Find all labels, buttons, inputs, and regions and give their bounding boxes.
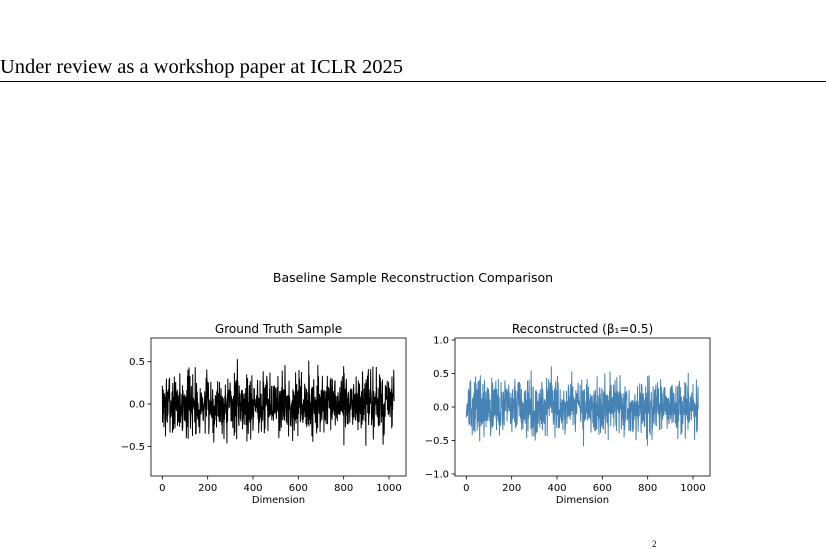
y-tick-label: −0.5 bbox=[425, 436, 449, 447]
chart-panel-2: 0 200 400 600 800 1000 −1.0 −0.5 0.0 0.5 1.0 Dimens… bbox=[425, 322, 711, 506]
y-tick-label: 0.5 bbox=[433, 369, 449, 380]
x-axis-label: Dimension bbox=[556, 495, 609, 506]
series-line bbox=[161, 359, 395, 446]
x-tick-label: 0 bbox=[159, 483, 165, 494]
running-header: Under review as a workshop paper at ICLR… bbox=[0, 56, 404, 78]
x-tick-label: 200 bbox=[198, 483, 217, 494]
x-tick-label: 1000 bbox=[376, 483, 401, 494]
panel-title: Ground Truth Sample bbox=[215, 322, 342, 336]
x-tick-label: 600 bbox=[593, 483, 612, 494]
x-tick-label: 0 bbox=[463, 483, 469, 494]
y-tick-label: 1.0 bbox=[433, 336, 449, 347]
x-tick-label: 400 bbox=[243, 483, 262, 494]
y-tick-label: −0.5 bbox=[121, 442, 145, 453]
figure-title: Baseline Sample Reconstruction Compariso… bbox=[272, 270, 554, 285]
header-rule bbox=[0, 81, 826, 82]
plot-frame bbox=[150, 337, 407, 477]
x-tick-label: 400 bbox=[547, 483, 566, 494]
y-tick-label: 0.0 bbox=[433, 403, 449, 414]
chart-panel-1: 0 200 400 600 800 1000 −0.5 0.0 0.5 Dimension Grou… bbox=[121, 322, 407, 506]
x-tick-label: 800 bbox=[638, 483, 657, 494]
x-tick-label: 800 bbox=[334, 483, 353, 494]
x-axis-label: Dimension bbox=[252, 495, 305, 506]
page-number: 2 bbox=[652, 539, 657, 549]
x-tick-label: 1000 bbox=[680, 483, 705, 494]
x-tick-label: 200 bbox=[502, 483, 521, 494]
y-tick-label: 0.5 bbox=[129, 357, 145, 368]
y-tick-label: −1.0 bbox=[425, 469, 449, 480]
panel-title: Reconstructed (β₁=0.5) bbox=[512, 322, 653, 336]
x-tick-label: 600 bbox=[289, 483, 308, 494]
series-line bbox=[465, 366, 699, 447]
y-tick-label: 0.0 bbox=[129, 400, 145, 411]
